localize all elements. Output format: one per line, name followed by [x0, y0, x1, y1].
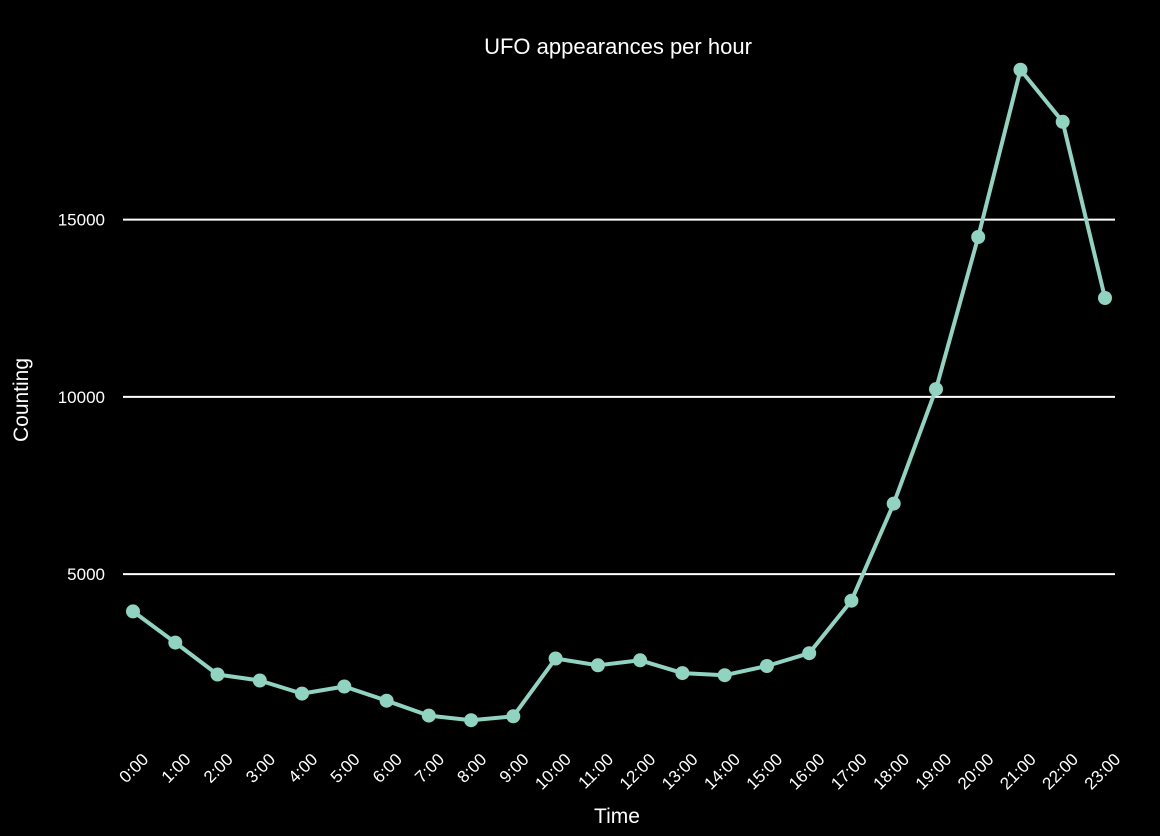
- x-tick-label: 3:00: [242, 750, 279, 787]
- x-tick-label: 11:00: [575, 750, 618, 793]
- data-point[interactable]: [590, 658, 605, 673]
- x-tick-label: 19:00: [912, 750, 956, 794]
- x-tick-label: 0:00: [115, 750, 152, 787]
- data-points: [126, 62, 1112, 728]
- x-tick-label: 16:00: [785, 750, 829, 794]
- data-point[interactable]: [929, 382, 943, 397]
- data-point[interactable]: [802, 646, 817, 661]
- x-tick-label: 17:00: [827, 750, 871, 794]
- data-point[interactable]: [421, 708, 436, 723]
- data-point[interactable]: [717, 668, 732, 683]
- x-tick-label: 22:00: [1039, 750, 1083, 794]
- x-tick-label: 6:00: [369, 750, 406, 787]
- x-tick-label: 1:00: [158, 750, 195, 787]
- data-point[interactable]: [759, 659, 774, 673]
- data-point[interactable]: [210, 667, 225, 682]
- data-point[interactable]: [252, 673, 267, 688]
- data-point[interactable]: [844, 593, 859, 608]
- x-tick-label: 18:00: [869, 750, 913, 794]
- y-tick-labels: 5000 10000 15000: [58, 211, 105, 585]
- x-tick-labels: 0:00 1:00 2:00 3:00 4:00 5:00 6:00 7:00 8:00 9:00…: [115, 750, 1124, 794]
- x-tick-label: 20:00: [954, 750, 998, 794]
- data-point[interactable]: [675, 666, 690, 681]
- x-tick-label: 21:00: [996, 750, 1040, 794]
- data-point[interactable]: [1055, 114, 1070, 129]
- x-tick-label: 23:00: [1081, 750, 1125, 794]
- x-axis-label: Time: [594, 805, 640, 828]
- y-axis-label: Counting: [10, 358, 33, 442]
- data-point[interactable]: [464, 713, 479, 728]
- data-point[interactable]: [886, 496, 901, 511]
- data-point[interactable]: [1098, 291, 1112, 305]
- series-line-group: [131, 67, 1107, 723]
- data-point[interactable]: [337, 679, 352, 694]
- data-point[interactable]: [295, 686, 309, 701]
- data-point[interactable]: [379, 693, 394, 708]
- x-tick-label: 10:00: [531, 750, 575, 794]
- x-tick-label: 7:00: [411, 750, 448, 787]
- data-point[interactable]: [633, 653, 648, 668]
- x-tick-label: 8:00: [454, 750, 491, 787]
- x-tick-label: 4:00: [285, 750, 322, 787]
- y-tick-label: 10000: [58, 388, 105, 407]
- x-tick-label: 9:00: [496, 750, 533, 787]
- data-point[interactable]: [506, 709, 521, 724]
- chart-title: UFO appearances per hour: [484, 34, 752, 59]
- series-line: [131, 67, 1107, 723]
- data-point[interactable]: [548, 651, 563, 666]
- y-tick-label: 5000: [67, 565, 105, 584]
- y-tick-label: 15000: [58, 211, 105, 230]
- x-tick-label: 2:00: [200, 750, 237, 787]
- x-tick-label: 12:00: [616, 750, 660, 794]
- data-point[interactable]: [168, 635, 183, 650]
- gridlines: [123, 218, 1115, 576]
- data-point[interactable]: [971, 230, 986, 244]
- x-tick-label: 5:00: [327, 750, 364, 787]
- x-tick-label: 14:00: [700, 750, 744, 794]
- data-point[interactable]: [1013, 62, 1028, 77]
- x-tick-label: 15:00: [743, 750, 787, 794]
- x-tick-label: 13:00: [658, 750, 702, 794]
- data-point[interactable]: [126, 604, 140, 619]
